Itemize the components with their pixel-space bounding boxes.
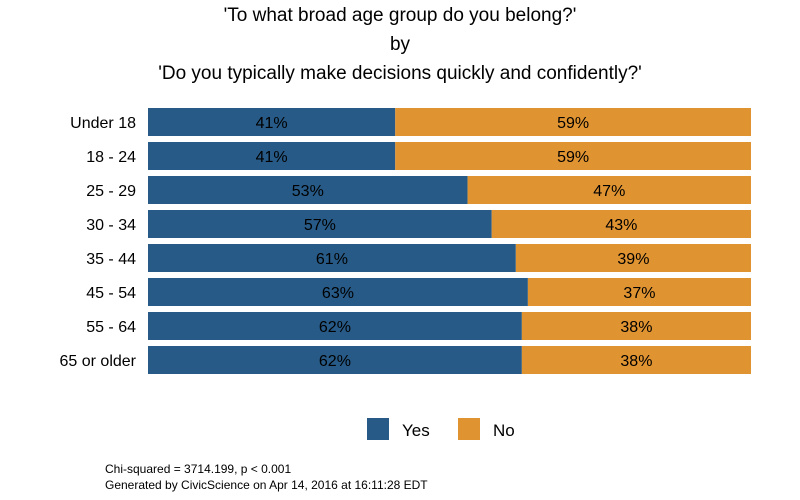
footer-stats: Chi-squared = 3714.199, p < 0.001: [105, 462, 292, 476]
category-label: 18 - 24: [86, 149, 136, 166]
category-label: 35 - 44: [86, 251, 136, 268]
data-label: 43%: [605, 217, 637, 234]
data-label: 47%: [593, 183, 625, 200]
bar-no: [521, 346, 751, 374]
footer-generated: Generated by CivicScience on Apr 14, 201…: [105, 478, 428, 492]
legend-swatch-yes: [367, 418, 389, 440]
data-label: 59%: [557, 115, 589, 132]
data-label: 62%: [319, 319, 351, 336]
data-label: 57%: [304, 217, 336, 234]
data-label: 38%: [620, 319, 652, 336]
category-label: 25 - 29: [86, 183, 136, 200]
data-label: 41%: [256, 149, 288, 166]
bar-no: [527, 278, 751, 306]
bar-yes: [148, 210, 492, 238]
data-label: 63%: [322, 285, 354, 302]
legend-label-yes: Yes: [402, 421, 430, 440]
bar-yes: [148, 108, 396, 136]
data-label: 41%: [256, 115, 288, 132]
data-label: 59%: [557, 149, 589, 166]
bar-no: [521, 312, 751, 340]
chart-title-line-1: 'To what broad age group do you belong?': [223, 5, 577, 26]
category-label: 45 - 54: [86, 285, 136, 302]
bar-yes: [148, 244, 516, 272]
bar-yes: [148, 312, 522, 340]
data-label: 62%: [319, 353, 351, 370]
legend-label-no: No: [493, 421, 515, 440]
chart-title-line-3: 'Do you typically make decisions quickly…: [158, 63, 642, 84]
bar-no: [395, 108, 751, 136]
data-label: 37%: [623, 285, 655, 302]
bar-no: [491, 210, 751, 238]
bar-yes: [148, 142, 396, 170]
data-label: 53%: [292, 183, 324, 200]
bar-yes: [148, 346, 522, 374]
data-label: 39%: [617, 251, 649, 268]
bar-no: [395, 142, 751, 170]
category-label: Under 18: [70, 115, 136, 132]
chart-title-line-2: by: [389, 34, 411, 55]
category-label: 65 or older: [60, 353, 137, 370]
bar-yes: [148, 278, 528, 306]
category-label: 30 - 34: [86, 217, 136, 234]
category-label: 55 - 64: [86, 319, 136, 336]
bar-no: [467, 176, 751, 204]
data-label: 38%: [620, 353, 652, 370]
data-label: 61%: [316, 251, 348, 268]
bar-no: [515, 244, 751, 272]
bar-yes: [148, 176, 468, 204]
legend-swatch-no: [458, 418, 480, 440]
